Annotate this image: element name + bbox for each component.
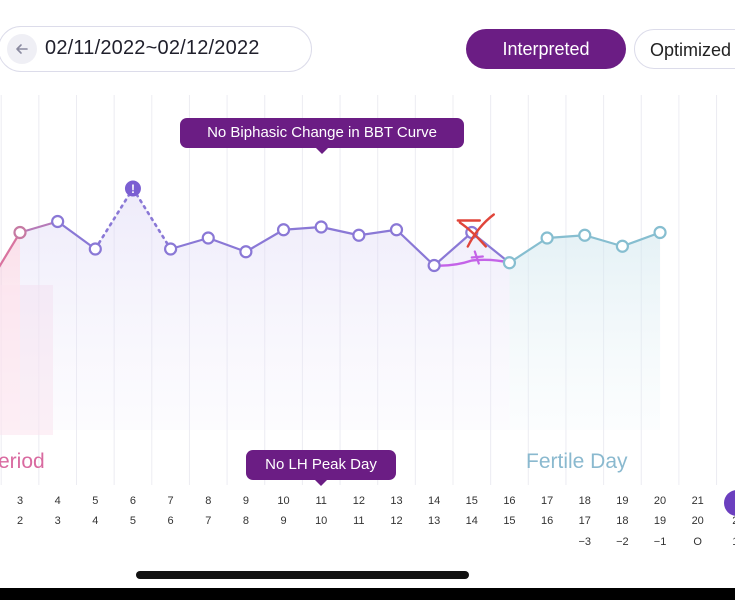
offset-row: −3 −2 −1 O 1	[0, 536, 735, 550]
data-point	[540, 231, 554, 245]
date-range-text: 02/11/2022~02/12/2022	[45, 37, 260, 59]
day-number: 4	[54, 495, 61, 507]
period-phase-label: eriod	[0, 450, 45, 473]
day-number: 9	[242, 495, 249, 507]
data-point	[201, 231, 215, 245]
annotation-biphasic: No Biphasic Change in BBT Curve	[180, 118, 464, 154]
fertile-area-fill	[509, 232, 661, 430]
partial-edge-icon[interactable]	[724, 490, 735, 516]
cycle-day: 11	[353, 515, 365, 527]
data-point	[88, 242, 102, 256]
data-point	[314, 220, 328, 234]
day-number: 12	[352, 495, 365, 507]
fertile-phase-label: Fertile Day	[526, 450, 628, 473]
day-number: 15	[465, 495, 478, 507]
data-point	[13, 225, 27, 240]
cycle-day: 19	[653, 515, 667, 527]
bbt-chart: ! No Biphasic Change in BBT Curve No LH …	[0, 95, 735, 486]
cycle-day-row: 2 3 4 5 6 7 8 9 10 11 12 13 14 15 16 17 18 19 20 2	[0, 515, 735, 529]
line-segment	[508, 236, 549, 264]
day-number: 10	[277, 495, 290, 507]
data-point	[164, 242, 178, 256]
cycle-day: 13	[428, 515, 441, 527]
day-number: 11	[315, 495, 327, 507]
cycle-day: 9	[280, 515, 287, 527]
cycle-day: 6	[167, 515, 174, 527]
tab-interpreted[interactable]: Interpreted	[466, 29, 626, 69]
cycle-day: 17	[578, 515, 591, 527]
exclamation-icon: !	[131, 182, 135, 196]
day-number: 14	[428, 495, 441, 507]
arrow-left-icon	[16, 44, 28, 54]
header: 02/11/2022~02/12/2022 Interpreted Optimi…	[0, 0, 735, 95]
offset-value: O	[693, 536, 702, 548]
home-indicator[interactable]	[136, 571, 469, 579]
data-point	[653, 225, 667, 240]
cycle-day: 18	[616, 515, 629, 527]
cycle-day: 5	[129, 515, 136, 527]
cycle-day: 2	[717, 515, 735, 527]
bottom-edge	[0, 588, 735, 600]
data-point	[389, 223, 404, 237]
cycle-day: 7	[205, 515, 212, 527]
day-number: 20	[653, 495, 667, 507]
data-point	[276, 223, 291, 237]
day-number: 16	[503, 495, 516, 507]
cycle-day: 15	[503, 515, 516, 527]
day-number: 21	[691, 495, 704, 507]
period-line	[0, 231, 21, 268]
data-point	[427, 258, 441, 273]
offset-value: −3	[578, 536, 592, 548]
day-number: 6	[129, 495, 136, 507]
cycle-day: 14	[465, 515, 478, 527]
annotation-lh-peak: No LH Peak Day	[246, 450, 396, 486]
line-segment	[244, 228, 285, 253]
data-point	[352, 228, 366, 242]
cycle-day: 8	[242, 515, 249, 527]
day-number: 7	[167, 495, 174, 507]
day-number: 8	[205, 495, 212, 507]
day-number: 3	[16, 495, 24, 507]
cycle-day: 3	[54, 515, 61, 527]
main-area-fill	[20, 188, 510, 430]
tab-optimized[interactable]: Optimized	[634, 29, 735, 69]
cycle-day: 10	[315, 515, 328, 527]
warning-point	[124, 180, 141, 197]
data-point	[51, 214, 65, 229]
data-point	[578, 228, 592, 242]
bbt-chart-svg: !	[0, 95, 718, 485]
cycle-day: 4	[92, 515, 99, 527]
dotted-line-segment	[94, 187, 135, 251]
back-button[interactable]	[7, 34, 37, 64]
day-number: 17	[540, 495, 554, 507]
day-number: 18	[578, 495, 591, 507]
data-point	[615, 239, 630, 253]
date-range-picker[interactable]: 02/11/2022~02/12/2022	[0, 26, 312, 72]
day-number: 5	[92, 495, 99, 507]
cycle-day: 16	[540, 515, 554, 527]
dotted-line-segment	[131, 187, 172, 251]
data-point	[502, 256, 517, 270]
line-segment	[395, 228, 436, 267]
line-segment	[56, 220, 97, 251]
red-cross-mark	[456, 213, 495, 248]
cycle-day: 2	[16, 515, 24, 527]
line-segment	[621, 231, 662, 248]
data-point	[239, 245, 253, 259]
line-segment	[433, 231, 473, 267]
cycle-day: 20	[691, 515, 704, 527]
day-number: 19	[616, 495, 629, 507]
hand-drawn-star-mark	[470, 250, 484, 265]
offset-value: −2	[616, 536, 629, 548]
line-segment	[207, 236, 247, 253]
cycle-day: 12	[390, 515, 403, 527]
day-number: 13	[390, 495, 403, 507]
offset-value: 1	[717, 536, 735, 548]
offset-value: −1	[653, 536, 667, 548]
hand-drawn-correction-line	[432, 258, 511, 267]
